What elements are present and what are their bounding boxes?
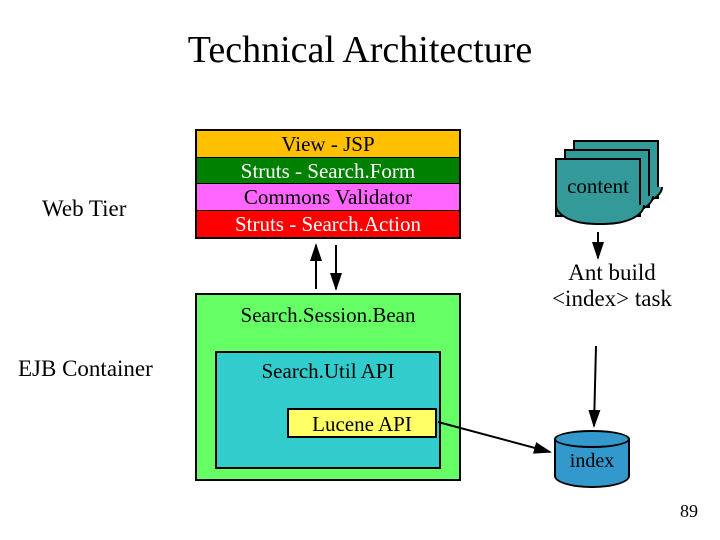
lucene-api-box: Lucene API [287, 408, 437, 438]
search-util-label: Search.Util API [217, 359, 439, 384]
cylinder-top-icon [554, 430, 630, 448]
web-tier-layer: Struts - Search.Form [197, 158, 459, 185]
content-doc-stack: content [555, 140, 660, 220]
slide-number: 89 [680, 501, 698, 522]
web-tier-stack: View - JSPStruts - Search.FormCommons Va… [195, 129, 461, 239]
web-tier-layer: Struts - Search.Action [197, 211, 459, 238]
ant-build-label: Ant build <index> task [552, 260, 672, 313]
ejb-container-box: Search.Session.Bean Search.Util API Luce… [195, 293, 461, 481]
web-tier-layer: View - JSP [197, 131, 459, 158]
web-tier-label: Web Tier [42, 196, 126, 222]
slide-title: Technical Architecture [0, 28, 720, 72]
web-tier-layer: Commons Validator [197, 184, 459, 211]
index-label: index [554, 450, 630, 473]
search-session-bean-label: Search.Session.Bean [197, 303, 459, 328]
ejb-container-label: EJB Container [18, 356, 153, 382]
content-label: content [555, 174, 641, 199]
index-cylinder: index [554, 430, 630, 488]
search-util-box: Search.Util API Lucene API [215, 351, 441, 469]
